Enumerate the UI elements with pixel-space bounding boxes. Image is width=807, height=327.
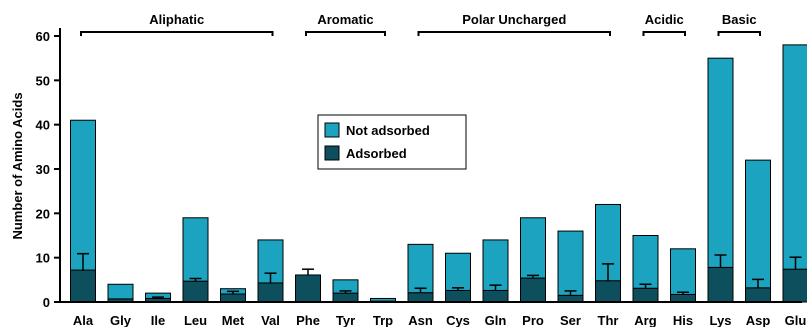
bar-adsorbed-phe <box>295 274 321 303</box>
x-tick-label-ser: Ser <box>560 313 581 327</box>
bar-not-adsorbed-lys <box>707 57 734 268</box>
x-tick-label-lys: Lys <box>710 313 732 327</box>
y-tick-label: 0 <box>43 295 50 310</box>
y-axis-label: Number of Amino Acids <box>10 92 25 239</box>
x-tick-label-gln: Gln <box>485 313 507 327</box>
bar-not-adsorbed-gln <box>482 239 509 291</box>
legend: Not adsorbed Adsorbed <box>317 114 467 170</box>
bar-adsorbed-ala <box>70 269 96 303</box>
group-bracket-polar-uncharged <box>417 31 611 36</box>
legend-swatch-not-adsorbed <box>324 122 340 138</box>
group-bracket-aromatic <box>305 31 386 36</box>
x-tick-label-trp: Trp <box>373 313 393 327</box>
group-bracket-basic <box>717 31 761 36</box>
legend-label-adsorbed: Adsorbed <box>346 146 407 161</box>
bars-layer <box>70 44 807 303</box>
x-tick-label-asn: Asn <box>408 313 433 327</box>
x-tick-label-val: Val <box>261 313 280 327</box>
y-tick-label: 60 <box>36 29 50 44</box>
group-label-aliphatic: Aliphatic <box>149 12 204 27</box>
bar-not-adsorbed-ser <box>557 230 584 296</box>
bar-not-adsorbed-asp <box>745 159 771 289</box>
bar-not-adsorbed-leu <box>182 217 209 282</box>
bar-adsorbed-tyr <box>332 292 359 303</box>
group-label-aromatic: Aromatic <box>317 12 373 27</box>
group-bracket-acidic <box>642 31 686 36</box>
group-label-acidic: Acidic <box>645 12 684 27</box>
x-tick-label-phe: Phe <box>296 313 320 327</box>
x-tick-label-thr: Thr <box>598 313 619 327</box>
x-tick-label-gly: Gly <box>110 313 132 327</box>
legend-label-not-adsorbed: Not adsorbed <box>346 123 430 138</box>
axes-layer <box>59 28 802 303</box>
x-tick-label-asp: Asp <box>746 313 771 327</box>
y-tick-label: 40 <box>36 118 50 133</box>
group-label-basic: Basic <box>722 12 757 27</box>
bar-not-adsorbed-asn <box>407 243 434 294</box>
error-bars-layer <box>77 252 802 299</box>
y-ticks: 0 10 20 30 40 50 60 <box>36 29 60 310</box>
x-tick-label-leu: Leu <box>184 313 207 327</box>
x-tick-label-ile: Ile <box>151 313 165 327</box>
bar-not-adsorbed-cys <box>445 252 471 291</box>
bar-adsorbed-leu <box>182 280 209 303</box>
x-tick-label-tyr: Tyr <box>336 313 355 327</box>
x-tick-label-cys: Cys <box>446 313 470 327</box>
x-tick-label-ala: Ala <box>73 313 94 327</box>
bar-adsorbed-arg <box>632 287 659 303</box>
bar-adsorbed-lys <box>707 266 734 303</box>
group-label-polar-uncharged: Polar Uncharged <box>462 12 566 27</box>
bar-adsorbed-gln <box>482 289 509 303</box>
bar-not-adsorbed-pro <box>520 217 546 279</box>
bar-adsorbed-cys <box>445 289 471 303</box>
bar-adsorbed-asn <box>407 292 434 303</box>
y-tick-label: 10 <box>36 251 50 266</box>
bar-not-adsorbed-glu <box>782 44 807 270</box>
bar-adsorbed-glu <box>782 268 807 303</box>
bar-not-adsorbed-trp <box>370 297 396 302</box>
bar-adsorbed-his <box>670 293 696 303</box>
bar-adsorbed-asp <box>745 287 771 303</box>
x-tick-label-arg: Arg <box>634 313 656 327</box>
bar-adsorbed-met <box>220 293 246 303</box>
bar-adsorbed-thr <box>595 280 621 303</box>
x-tick-label-met: Met <box>222 313 245 327</box>
bar-adsorbed-pro <box>520 277 546 303</box>
bar-adsorbed-val <box>257 282 284 303</box>
x-tick-label-pro: Pro <box>522 313 544 327</box>
y-tick-label: 20 <box>36 206 50 221</box>
legend-swatch-adsorbed <box>324 145 340 161</box>
group-bracket-aliphatic <box>80 31 274 36</box>
y-tick-label: 30 <box>36 162 50 177</box>
legend-box <box>317 114 467 170</box>
y-tick-label: 50 <box>36 73 50 88</box>
bar-not-adsorbed-his <box>670 248 696 295</box>
x-tick-label-glu: Glu <box>785 313 807 327</box>
category-groups: Aliphatic Aromatic Polar Uncharged Acidic Ba… <box>80 12 761 36</box>
bar-not-adsorbed-ala <box>70 119 96 271</box>
bar-not-adsorbed-gly <box>107 283 134 300</box>
bar-not-adsorbed-arg <box>632 235 659 289</box>
x-tick-label-his: His <box>673 313 693 327</box>
x-tick-labels: Ala Gly Ile Leu Met Val Phe Tyr Trp Asn Cys Gln Pro S… <box>73 313 807 327</box>
